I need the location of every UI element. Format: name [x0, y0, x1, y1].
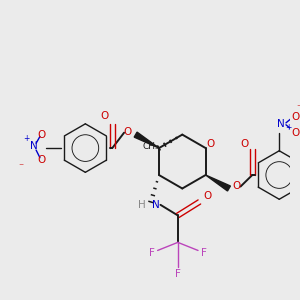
Polygon shape [134, 132, 159, 148]
Text: O: O [203, 191, 211, 201]
Text: F: F [201, 248, 207, 258]
Text: +: + [286, 123, 292, 132]
Text: O: O [100, 111, 109, 121]
Text: +: + [23, 134, 30, 143]
Text: CH₃: CH₃ [143, 142, 160, 151]
Text: O: O [206, 139, 214, 149]
Text: F: F [149, 248, 155, 258]
Text: N: N [277, 119, 285, 129]
Text: O: O [38, 130, 46, 140]
Text: N: N [30, 141, 38, 151]
Polygon shape [206, 175, 230, 191]
Text: O: O [124, 127, 132, 137]
Text: O: O [292, 128, 300, 138]
Text: O: O [38, 154, 46, 165]
Text: ⁻: ⁻ [296, 103, 300, 113]
Text: H: H [138, 200, 146, 210]
Text: ⁻: ⁻ [18, 162, 23, 172]
Text: F: F [175, 269, 181, 279]
Text: O: O [241, 139, 249, 149]
Text: N: N [152, 200, 160, 210]
Text: O: O [232, 181, 241, 190]
Text: O: O [292, 112, 300, 122]
